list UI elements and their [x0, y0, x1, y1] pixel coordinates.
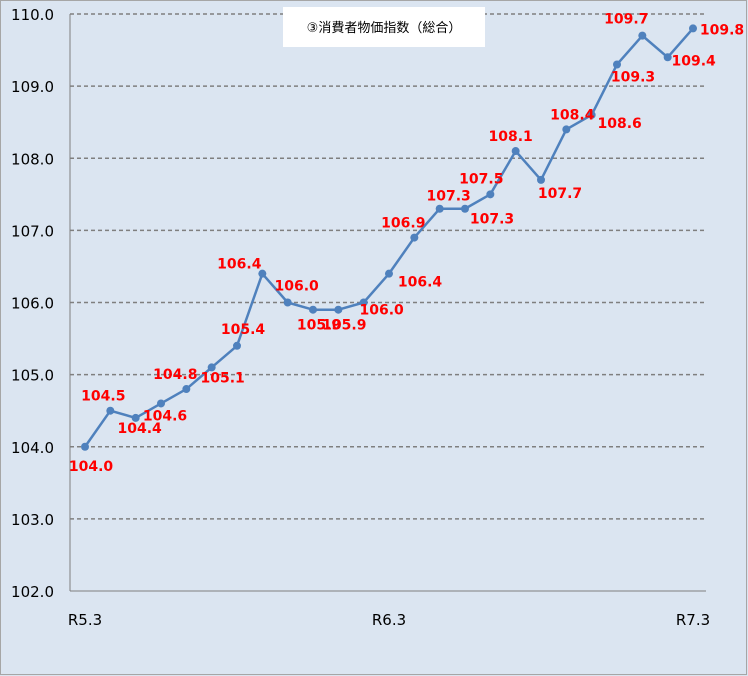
data-label: 109.4	[672, 53, 717, 69]
data-point	[207, 363, 216, 372]
data-point	[334, 305, 343, 314]
data-point	[157, 399, 165, 408]
data-label: 104.4	[118, 421, 163, 437]
data-label: 106.0	[275, 279, 320, 295]
data-point	[81, 442, 89, 451]
data-point	[638, 31, 647, 40]
y-tick-label: 107.0	[11, 222, 54, 240]
y-axis-ticks: 102.0 103.0 104.0 105.0 106.0 107.0 108.0 109.0…	[11, 6, 54, 601]
data-label: 109.3	[611, 69, 655, 85]
data-label: 104.5	[81, 389, 125, 405]
data-point	[461, 204, 469, 213]
data-label: 109.8	[700, 22, 744, 38]
data-point	[106, 406, 115, 415]
data-label: 104.6	[143, 408, 187, 424]
data-label: 105.4	[221, 322, 266, 338]
y-tick-label: 103.0	[11, 511, 54, 529]
data-label: 108.6	[598, 116, 642, 132]
data-label: 106.4	[217, 257, 262, 273]
data-point	[359, 298, 368, 307]
data-point	[182, 385, 191, 394]
data-label: 106.9	[381, 216, 425, 232]
data-point	[309, 305, 317, 314]
data-label: 105.9	[322, 318, 366, 334]
data-label: 107.3	[427, 189, 471, 205]
data-point	[131, 413, 140, 422]
data-label: 106.0	[360, 303, 405, 319]
y-tick-label: 106.0	[11, 295, 54, 313]
series	[81, 24, 697, 451]
chart-title: ③消費者物価指数（総合）	[307, 21, 462, 36]
data-point	[537, 175, 545, 184]
data-point	[410, 233, 419, 242]
chart-title-box: ③消費者物価指数（総合）	[283, 7, 485, 47]
y-tick-label: 109.0	[11, 78, 54, 96]
y-tick-label: 110.0	[11, 6, 54, 24]
data-label: 107.3	[470, 212, 514, 228]
data-label: 104.8	[153, 367, 197, 383]
data-point	[613, 60, 621, 69]
x-tick-label: R6.3	[372, 611, 406, 629]
x-tick-label: R5.3	[68, 611, 102, 629]
data-label: 106.4	[398, 275, 443, 291]
data-point	[486, 190, 495, 199]
y-tick-label: 102.0	[11, 583, 54, 601]
data-label: 107.7	[538, 186, 582, 202]
data-point	[385, 269, 393, 278]
x-tick-label: R7.3	[676, 611, 710, 629]
y-tick-label: 105.0	[11, 367, 54, 385]
data-point	[511, 147, 520, 156]
data-label: 107.5	[459, 171, 503, 187]
data-point	[435, 204, 444, 213]
data-point	[587, 110, 596, 119]
title-background	[283, 7, 485, 47]
data-point	[562, 125, 571, 134]
data-point	[689, 24, 697, 33]
data-point	[233, 341, 241, 350]
y-tick-label: 104.0	[11, 439, 54, 457]
x-axis-ticks: R5.3 R6.3 R7.3	[68, 611, 710, 629]
data-point	[258, 269, 267, 278]
data-label: 104.0	[69, 459, 114, 475]
data-point	[283, 298, 292, 307]
data-label: 105.9	[297, 318, 341, 334]
data-label: 109.7	[604, 12, 648, 28]
data-point	[663, 53, 672, 62]
data-label: 108.4	[550, 107, 595, 123]
y-tick-label: 108.0	[11, 150, 54, 168]
data-label: 108.1	[489, 129, 533, 145]
data-label: 105.1	[201, 370, 245, 386]
